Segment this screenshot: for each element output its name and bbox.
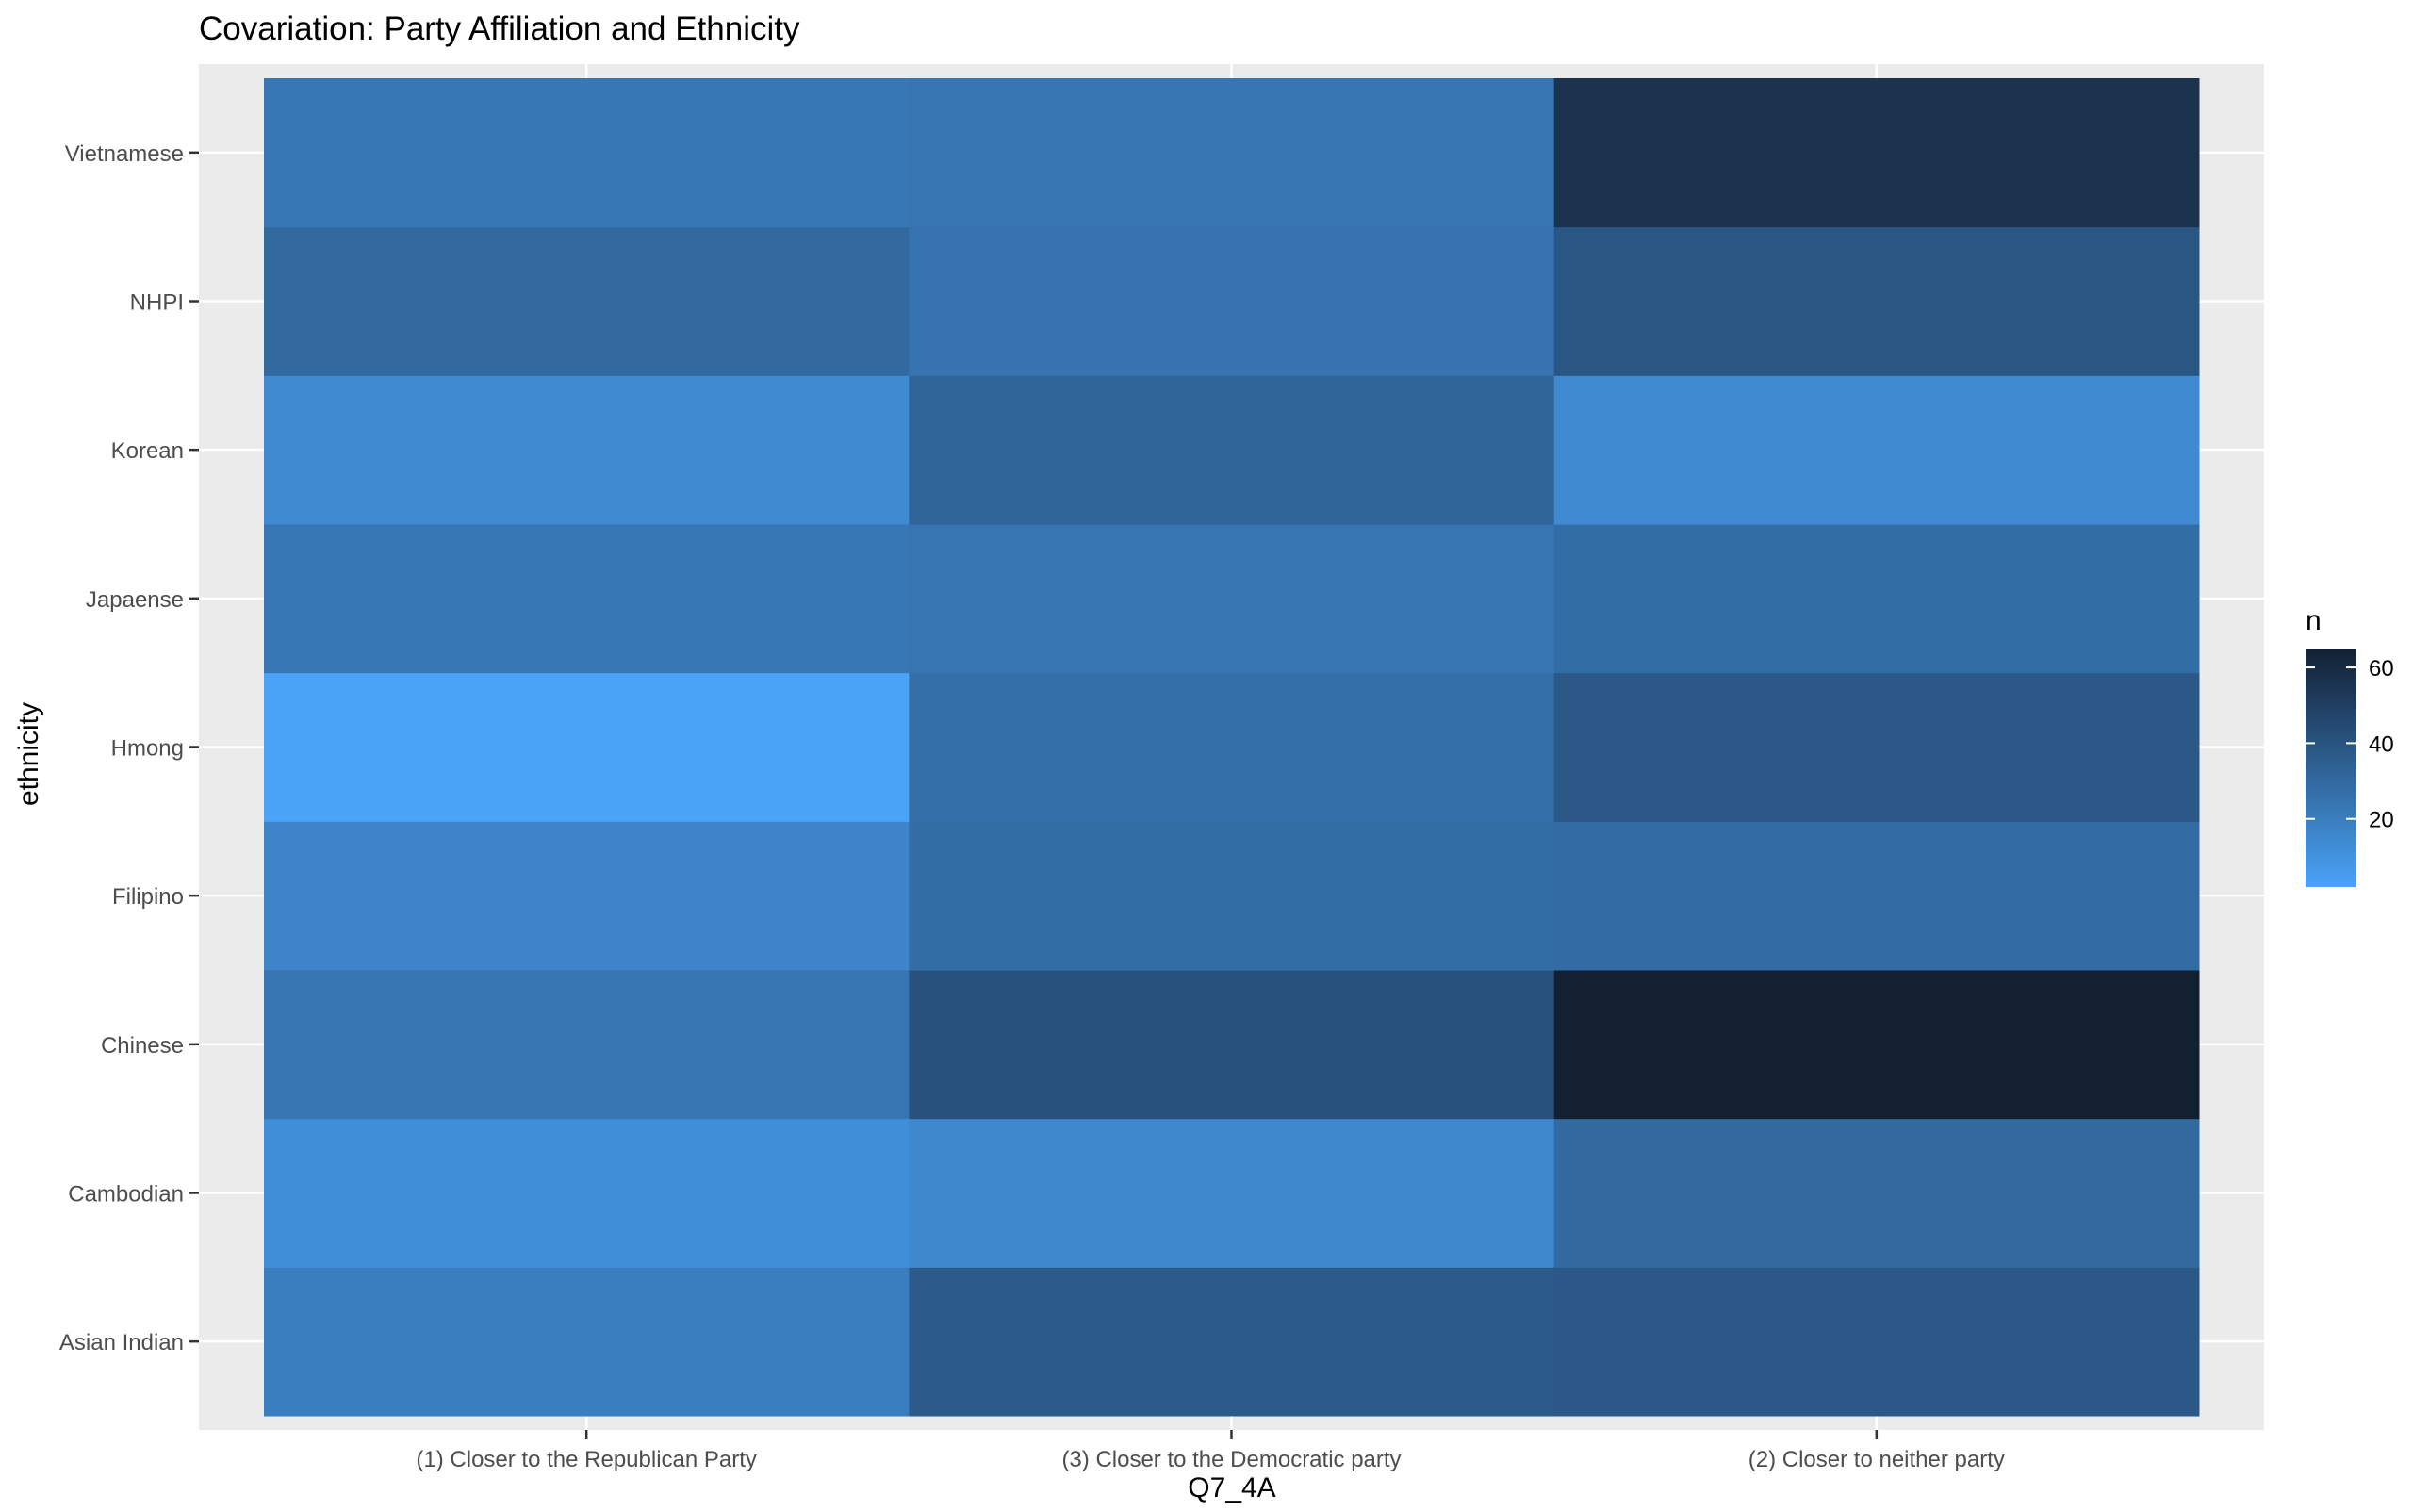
y-tick-label: Hmong [111,736,184,762]
heatmap-cell [264,375,910,525]
y-tick-label: NHPI [130,290,184,316]
legend-tick-label: 40 [2369,731,2394,757]
heatmap-cell [1553,1118,2200,1268]
heatmap-cell [264,821,910,971]
legend-colorbar [2306,649,2356,887]
heatmap-cell [909,226,1555,376]
color-legend: n 20 40 60 [2306,605,2394,887]
heatmap-cell [909,524,1555,674]
y-axis-title: ethnicity [13,702,44,806]
heatmap-cell [1553,672,2200,822]
chart-title: Covariation: Party Affiliation and Ethni… [199,10,800,47]
y-tick-label: Japaense [86,587,184,613]
heatmap-cell [909,821,1555,971]
heatmap-cell [264,226,910,376]
heatmap-cell [264,78,910,228]
y-tick-label: Cambodian [68,1182,184,1208]
heatmap-cell [909,970,1555,1120]
heatmap-cell [1553,375,2200,525]
heatmap-cell [264,1118,910,1268]
heatmap-cell [264,524,910,674]
heatmap-cell [264,970,910,1120]
x-axis-title: Q7_4A [1188,1472,1275,1504]
heatmap-cell [1553,970,2200,1120]
x-axis: (1) Closer to the Republican Party (3) Cl… [416,1430,2005,1472]
legend-tick-label: 20 [2369,808,2394,833]
y-tick-label: Chinese [101,1033,184,1059]
heatmap-cell [264,1267,910,1417]
legend-tick-label: 60 [2369,656,2394,682]
heatmap-cell [1553,524,2200,674]
heatmap-cell [1553,821,2200,971]
legend-title: n [2306,605,2322,636]
heatmap-cell [1553,226,2200,376]
heatmap-cell [1553,78,2200,228]
heatmap-cell [264,672,910,822]
y-tick-label: Korean [111,438,184,464]
heatmap-cell [909,375,1555,525]
heatmap-cell [1553,1267,2200,1417]
y-axis: Asian Indian Cambodian Chinese Filipino Hmon… [59,141,199,1356]
y-tick-label: Filipino [112,884,184,910]
heatmap-cell [909,1118,1555,1268]
y-tick-label: Vietnamese [65,141,184,167]
y-tick-label: Asian Indian [59,1330,184,1356]
plot-panel [199,64,2264,1430]
heatmap-cell [909,78,1555,228]
heatmap-cell [909,1267,1555,1417]
x-tick-label: (3) Closer to the Democratic party [1061,1447,1401,1472]
heatmap-cell [909,672,1555,822]
x-tick-label: (2) Closer to neither party [1748,1447,2005,1472]
x-tick-label: (1) Closer to the Republican Party [416,1447,757,1472]
